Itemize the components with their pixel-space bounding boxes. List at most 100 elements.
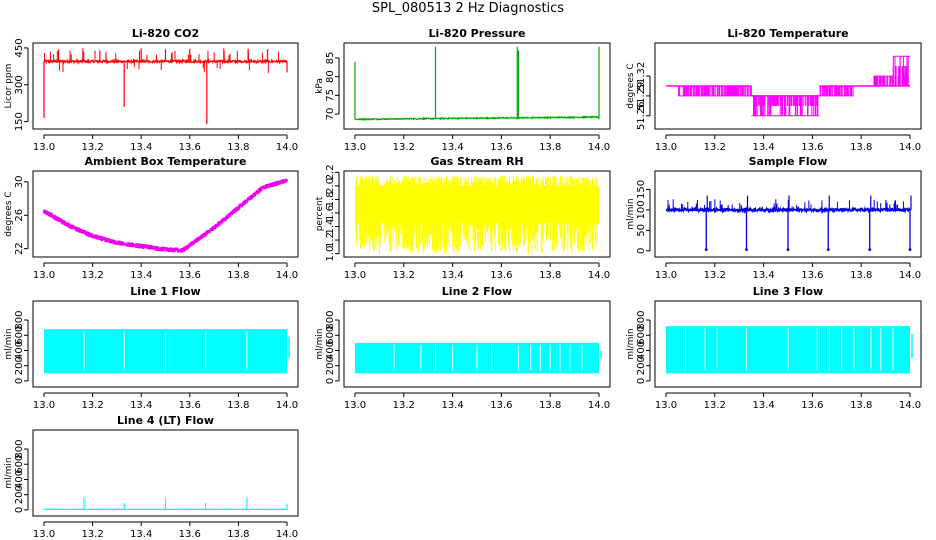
chart-title: Li-820 Pressure [429,27,526,40]
x-tick-label: 13.0 [655,400,677,411]
x-tick-label: 13.6 [801,400,823,411]
plot-frame [343,170,611,258]
x-tick-label: 13.0 [344,142,366,153]
y-tick-label: 70 [325,108,336,121]
y-tick-label: 50 [636,224,647,237]
y-tick-label: 30 [14,175,25,188]
plot-frame [343,42,611,130]
chart-panel: Sample Flow 13.0 13.2 13.4 13.6 13.8 14.0 0 50 10… [626,155,922,281]
chart-panel: Line 1 Flow 13.0 13.2 13.4 13.6 13.8 14.0 0 2004… [4,285,299,411]
chart-title: Li-820 Temperature [727,27,848,40]
x-tick-label: 13.2 [393,400,415,411]
x-tick-label: 13.8 [539,142,561,153]
x-tick-label: 13.8 [539,270,561,281]
dip-point [786,248,790,252]
x-tick-label: 13.8 [227,270,249,281]
y-tick-label: 800 [14,439,25,458]
chart-title: Sample Flow [749,155,828,168]
chart-title: Line 3 Flow [753,285,823,298]
x-tick-label: 13.6 [179,400,201,411]
y-tick-label: 75 [325,89,336,102]
chart-title: Line 1 Flow [130,285,200,298]
y-tick-label: 85 [325,52,336,65]
x-tick-label: 13.8 [850,270,872,281]
x-tick-label: 13.2 [81,142,103,153]
x-tick-label: 13.8 [850,142,872,153]
y-tick-label: 150 [636,180,647,199]
chart-title: Ambient Box Temperature [85,155,247,168]
y-tick-label: 200 [325,356,336,375]
chart-panel: Gas Stream RH 13.0 13.2 13.4 13.6 13.8 14.0 1.0… [315,155,611,281]
y-tick-label: 200 [14,356,25,375]
y-tick-label: 1.2 [325,232,336,248]
y-tick-label: 400 [14,341,25,360]
y-tick-label: 100 [636,200,647,219]
x-tick-label: 13.6 [490,400,512,411]
plot-frame [32,42,299,130]
x-tick-label: 14.0 [899,400,921,411]
plot-frame [32,170,299,258]
x-tick-label: 13.6 [801,142,823,153]
y-tick-label: 0 [636,248,647,254]
x-tick-label: 13.0 [344,400,366,411]
y-tick-label: 1.6 [325,205,336,221]
x-tick-label: 13.8 [850,400,872,411]
series-9 [666,326,913,374]
y-tick-label: 0 [636,378,647,384]
y-tick-label: 600 [14,455,25,474]
y-tick-label: 80 [325,70,336,83]
y-tick-label: 51.29 [636,82,647,111]
x-tick-label: 13.4 [130,270,152,281]
x-tick-label: 14.0 [276,400,298,411]
x-tick-label: 13.2 [704,400,726,411]
x-tick-label: 14.0 [588,142,610,153]
x-tick-label: 13.6 [490,270,512,281]
x-tick-label: 13.6 [179,270,201,281]
y-tick-label: 1.8 [325,191,336,207]
chart-title: Line 2 Flow [442,285,512,298]
series-8 [355,342,602,374]
plot-frame [654,42,922,130]
x-tick-label: 13.4 [441,400,463,411]
x-tick-label: 13.6 [801,270,823,281]
y-axis-label: degrees C [4,191,14,236]
y-axis-label: ml/min [626,198,636,229]
x-tick-label: 13.2 [81,529,103,540]
series-10 [43,497,288,511]
series-4 [42,178,289,253]
y-tick-label: 22 [14,242,25,255]
x-tick-label: 13.2 [81,270,103,281]
chart-title: Li-820 CO2 [132,27,199,40]
x-tick-label: 14.0 [588,400,610,411]
y-axis-label: ml/min [315,328,325,359]
plot-frame [654,300,922,388]
x-tick-label: 13.6 [490,142,512,153]
y-tick-label: 0 [14,507,25,513]
x-tick-label: 13.4 [130,400,152,411]
y-axis-label: percent [315,196,325,231]
x-tick-label: 13.4 [752,400,774,411]
chart-title: Line 4 (LT) Flow [117,414,214,427]
chart-panel: Line 3 Flow 13.0 13.2 13.4 13.6 13.8 14.0 0 2004… [626,285,922,411]
series-3 [666,55,910,117]
x-tick-label: 13.8 [227,142,249,153]
y-tick-label: 450 [14,38,25,57]
y-axis-label: ml/min [626,328,636,359]
chart-panel: Li-820 CO2 13.0 13.2 13.4 13.6 13.8 14.0 150 300… [4,27,299,153]
series-5 [355,175,599,254]
y-tick-label: 400 [14,470,25,489]
dip-point [908,248,912,252]
x-tick-label: 14.0 [588,270,610,281]
series-2 [354,46,600,121]
x-tick-label: 13.0 [33,529,55,540]
chart-panel: Ambient Box Temperature 13.0 13.2 13.4 13.6 1… [4,155,299,281]
y-tick-label: 26 [14,209,25,222]
y-tick-label: 200 [14,485,25,504]
y-tick-label: 600 [636,326,647,345]
y-tick-label: 600 [325,326,336,345]
y-tick-label: 2.2 [325,164,336,180]
x-tick-label: 13.8 [227,400,249,411]
x-tick-label: 13.0 [33,142,55,153]
x-tick-label: 13.0 [344,270,366,281]
